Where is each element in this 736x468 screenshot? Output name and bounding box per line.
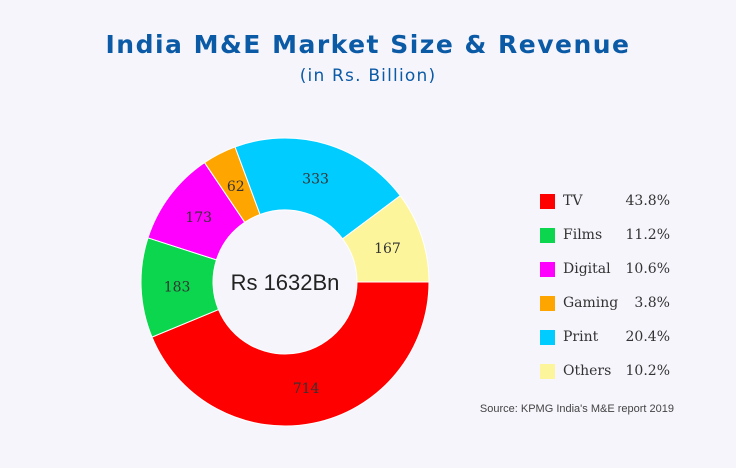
legend-percentage: 43.8%	[625, 193, 670, 209]
legend-percentage: 11.2%	[625, 227, 670, 243]
legend-percentage: 10.6%	[625, 261, 670, 277]
legend-percentage: 20.4%	[625, 329, 670, 345]
slice-value-label-print: 333	[302, 171, 329, 187]
legend-swatch	[540, 329, 555, 345]
legend-swatch	[540, 193, 555, 209]
legend-label: TV	[563, 193, 583, 209]
legend-label: Films	[563, 227, 603, 243]
slice-value-label-digital: 173	[185, 210, 212, 226]
chart-subtitle: (in Rs. Billion)	[299, 66, 437, 86]
legend-percentage: 10.2%	[625, 363, 670, 379]
slice-tv	[151, 281, 430, 427]
legend-item-films: Films 11.2%	[540, 218, 670, 252]
legend-swatch	[540, 295, 555, 311]
slice-value-label-others: 167	[374, 241, 401, 257]
legend-label: Gaming	[563, 295, 619, 311]
slice-value-label-gaming: 62	[227, 179, 245, 195]
legend-label: Print	[563, 329, 599, 345]
slice-others	[341, 194, 430, 283]
legend-percentage: 3.8%	[634, 295, 670, 311]
chart-title: India M&E Market Size & Revenue	[105, 30, 631, 59]
legend-item-digital: Digital 10.6%	[540, 252, 670, 286]
source-note: Source: KPMG India's M&E report 2019	[479, 403, 674, 415]
center-total-label: Rs 1632Bn	[231, 270, 340, 295]
legend-item-tv: TV 43.8%	[540, 184, 670, 218]
legend-item-others: Others 10.2%	[540, 354, 670, 388]
legend-label: Others	[563, 363, 612, 379]
legend-swatch	[540, 227, 555, 243]
slice-print	[234, 137, 401, 240]
legend: TV 43.8% Films 11.2% Digital 10.6% Gaming 3.8% P…	[540, 184, 670, 388]
legend-label: Digital	[563, 261, 611, 277]
slice-value-label-tv: 714	[293, 381, 320, 397]
legend-swatch	[540, 261, 555, 277]
legend-swatch	[540, 363, 555, 379]
legend-item-print: Print 20.4%	[540, 320, 670, 354]
legend-item-gaming: Gaming 3.8%	[540, 286, 670, 320]
slice-value-label-films: 183	[164, 279, 191, 295]
